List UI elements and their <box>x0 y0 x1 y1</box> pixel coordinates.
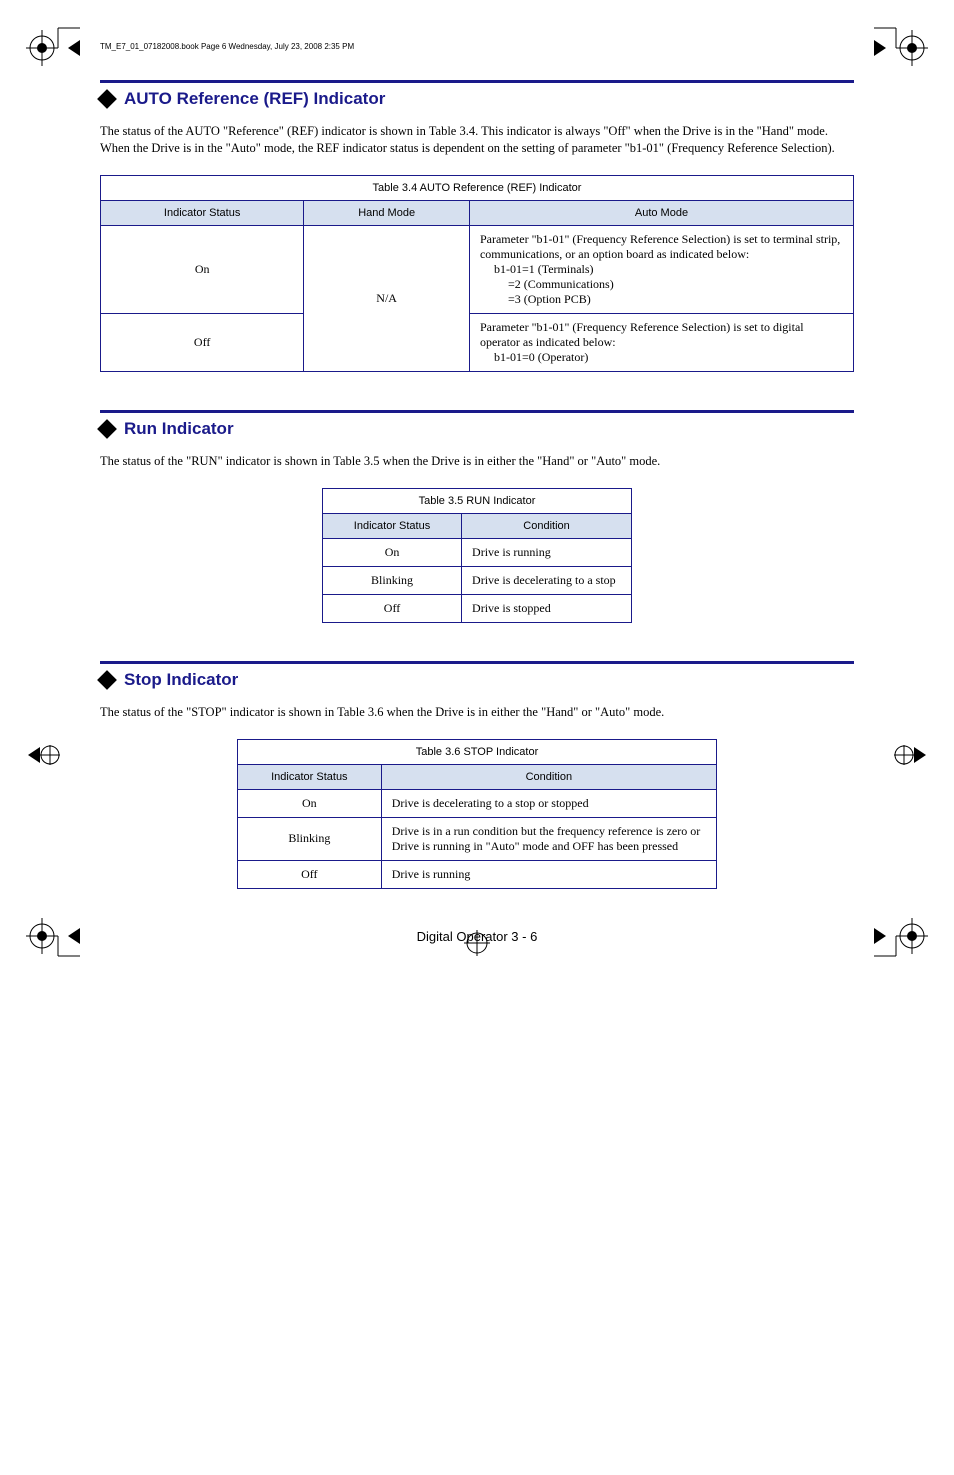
table-caption: Table 3.5 RUN Indicator <box>322 488 632 513</box>
table-caption: Table 3.6 STOP Indicator <box>237 739 717 764</box>
crop-mark-icon <box>874 18 934 78</box>
section-title: Stop Indicator <box>124 670 238 690</box>
cell-hand: N/A <box>304 225 470 371</box>
section-rule <box>100 661 854 664</box>
header-filename: TM_E7_01_07182008.book Page 6 Wednesday,… <box>100 42 354 51</box>
page: TM_E7_01_07182008.book Page 6 Wednesday,… <box>0 0 954 984</box>
cell: Drive is decelerating to a stop or stopp… <box>381 789 716 817</box>
cell: Drive is running <box>381 860 716 888</box>
table-row: Off Drive is stopped <box>323 594 632 622</box>
cell-text: b1-01=0 (Operator) <box>494 350 843 365</box>
cell-auto: Parameter "b1-01" (Frequency Reference S… <box>469 225 853 313</box>
section-rule <box>100 410 854 413</box>
section-rule <box>100 80 854 83</box>
table-run: Table 3.5 RUN Indicator Indicator Status… <box>322 488 632 623</box>
table-header: Hand Mode <box>304 200 470 225</box>
cell-auto: Parameter "b1-01" (Frequency Reference S… <box>469 313 853 371</box>
section-heading: AUTO Reference (REF) Indicator <box>100 89 854 109</box>
table-auto-ref: Table 3.4 AUTO Reference (REF) Indicator… <box>100 175 854 372</box>
section-stop: Stop Indicator The status of the "STOP" … <box>100 661 854 889</box>
cell: Off <box>323 594 462 622</box>
cell-status: Off <box>101 313 304 371</box>
section-body: The status of the AUTO "Reference" (REF)… <box>100 123 854 157</box>
table-row: Blinking Drive is decelerating to a stop <box>323 566 632 594</box>
table-row: Off Parameter "b1-01" (Frequency Referen… <box>101 313 854 371</box>
diamond-icon <box>97 89 117 109</box>
section-heading: Run Indicator <box>100 419 854 439</box>
section-title: Run Indicator <box>124 419 234 439</box>
cell: Off <box>238 860 382 888</box>
section-auto-ref: AUTO Reference (REF) Indicator The statu… <box>100 80 854 372</box>
cell: On <box>323 538 462 566</box>
table-header: Auto Mode <box>469 200 853 225</box>
table-header: Indicator Status <box>101 200 304 225</box>
cell-text: b1-01=1 (Terminals) <box>494 262 843 277</box>
table-header: Indicator Status <box>238 764 382 789</box>
section-body: The status of the "RUN" indicator is sho… <box>100 453 854 470</box>
table-row: Off Drive is running <box>238 860 717 888</box>
cell: Drive is stopped <box>462 594 632 622</box>
table-stop: Table 3.6 STOP Indicator Indicator Statu… <box>237 739 717 889</box>
section-run: Run Indicator The status of the "RUN" in… <box>100 410 854 623</box>
diamond-icon <box>97 670 117 690</box>
crop-mark-icon <box>20 906 80 966</box>
section-body: The status of the "STOP" indicator is sh… <box>100 704 854 721</box>
table-header: Condition <box>462 513 632 538</box>
section-heading: Stop Indicator <box>100 670 854 690</box>
table-caption: Table 3.4 AUTO Reference (REF) Indicator <box>100 175 854 200</box>
table-header: Condition <box>381 764 716 789</box>
cell: On <box>238 789 382 817</box>
crop-mark-icon <box>894 740 934 770</box>
table-row: Blinking Drive is in a run condition but… <box>238 817 717 860</box>
cell: Drive is in a run condition but the freq… <box>381 817 716 860</box>
section-title: AUTO Reference (REF) Indicator <box>124 89 385 109</box>
crop-mark-icon <box>462 928 492 958</box>
crop-mark-icon <box>874 906 934 966</box>
cell: Drive is decelerating to a stop <box>462 566 632 594</box>
crop-mark-icon <box>20 18 80 78</box>
cell-text: Parameter "b1-01" (Frequency Reference S… <box>480 320 804 349</box>
diamond-icon <box>97 419 117 439</box>
cell: Blinking <box>238 817 382 860</box>
cell-status: On <box>101 225 304 313</box>
cell-text: =2 (Communications) <box>508 277 843 292</box>
table-row: On N/A Parameter "b1-01" (Frequency Refe… <box>101 225 854 313</box>
cell-text: Parameter "b1-01" (Frequency Reference S… <box>480 232 840 261</box>
cell-text: =3 (Option PCB) <box>508 292 843 307</box>
crop-mark-icon <box>20 740 60 770</box>
cell: Blinking <box>323 566 462 594</box>
table-row: On Drive is decelerating to a stop or st… <box>238 789 717 817</box>
table-header: Indicator Status <box>323 513 462 538</box>
cell: Drive is running <box>462 538 632 566</box>
table-row: On Drive is running <box>323 538 632 566</box>
